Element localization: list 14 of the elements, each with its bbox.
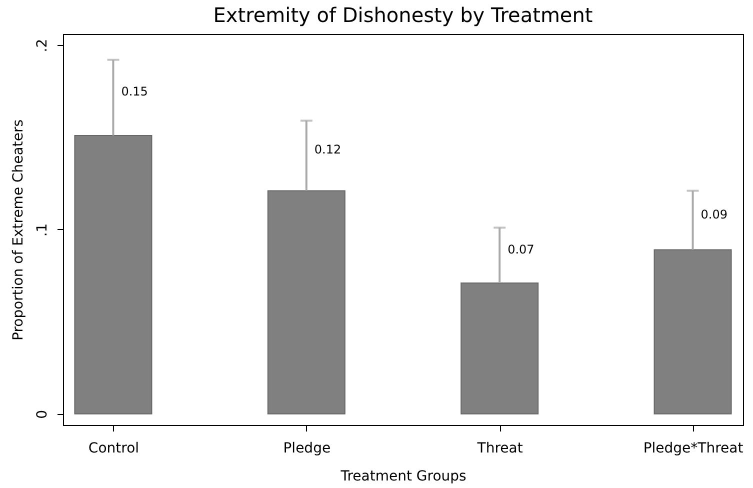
- y-tick-label: .2: [34, 38, 50, 52]
- data-label: 0.07: [508, 242, 534, 256]
- data-label: 0.09: [700, 207, 728, 222]
- x-tick-label: Threat: [476, 440, 524, 456]
- y-tick-label: .1: [34, 223, 50, 237]
- x-axis-title: Treatment Groups: [340, 468, 466, 484]
- x-tick-label: Pledge*Threat: [643, 440, 744, 456]
- y-tick-label: 0: [34, 410, 50, 419]
- data-label: 0.12: [314, 142, 342, 157]
- x-tick-label: Control: [88, 440, 140, 456]
- x-tick-label: Pledge: [283, 440, 331, 456]
- data-label: 0.15: [121, 84, 148, 99]
- chart-title: Extremity of Dishonesty by Treatment: [213, 3, 593, 27]
- y-axis-title: Proportion of Extreme Cheaters: [10, 119, 26, 341]
